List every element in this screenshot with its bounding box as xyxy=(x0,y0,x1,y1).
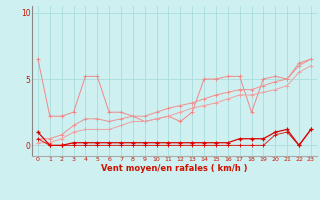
X-axis label: Vent moyen/en rafales ( km/h ): Vent moyen/en rafales ( km/h ) xyxy=(101,164,248,173)
